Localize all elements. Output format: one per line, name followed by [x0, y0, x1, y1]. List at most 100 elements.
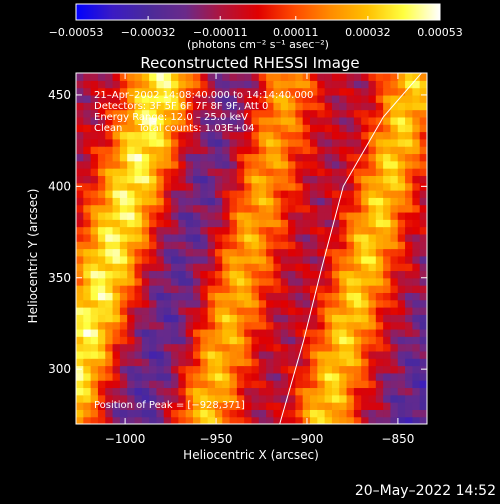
heatmap-cell	[163, 409, 172, 418]
heatmap-cell	[119, 358, 128, 367]
heatmap-cell	[375, 102, 384, 111]
heatmap-cell	[178, 131, 187, 140]
heatmap-cell	[244, 372, 253, 381]
heatmap-cell	[324, 285, 333, 293]
heatmap-cell	[244, 146, 253, 155]
heatmap-cell	[397, 226, 406, 235]
heatmap-cell	[193, 394, 201, 403]
heatmap-cell	[361, 365, 370, 374]
heatmap-cell	[105, 211, 114, 220]
heatmap-cell	[193, 204, 201, 213]
heatmap-cell	[397, 160, 406, 169]
heatmap-cell	[273, 124, 282, 133]
heatmap-cell	[171, 270, 179, 279]
heatmap-cell	[251, 102, 260, 111]
heatmap-cell	[251, 241, 260, 250]
heatmap-cell	[163, 277, 172, 286]
heatmap-cell	[97, 168, 106, 176]
heatmap-cell	[288, 219, 296, 228]
heatmap-cell	[105, 321, 114, 330]
heatmap-cell	[222, 394, 231, 403]
heatmap-cell	[244, 153, 253, 162]
heatmap-cell	[76, 226, 84, 235]
heatmap-cell	[222, 299, 231, 308]
heatmap-cell	[149, 131, 158, 140]
heatmap-cell	[412, 226, 421, 235]
heatmap-cell	[244, 336, 253, 345]
heatmap-cell	[288, 416, 296, 424]
heatmap-cell	[397, 80, 406, 89]
heatmap-cell	[302, 80, 311, 89]
heatmap-cell	[368, 409, 377, 418]
heatmap-cell	[112, 153, 121, 162]
heatmap-cell	[405, 241, 413, 250]
heatmap-cell	[331, 416, 340, 424]
heatmap-cell	[178, 94, 187, 103]
heatmap-cell	[178, 394, 187, 403]
heatmap-cell	[207, 219, 216, 228]
heatmap-cell	[200, 416, 209, 424]
heatmap-cell	[236, 321, 245, 330]
heatmap-cell	[244, 102, 253, 111]
heatmap-cell	[383, 219, 392, 228]
heatmap-cell	[397, 131, 406, 140]
heatmap-cell	[361, 146, 370, 155]
heatmap-cell	[200, 124, 209, 133]
heatmap-cell	[324, 182, 333, 191]
heatmap-cell	[236, 80, 245, 89]
heatmap-cell	[171, 160, 179, 169]
heatmap-cell	[141, 190, 150, 198]
heatmap-cell	[317, 131, 326, 140]
heatmap-cell	[193, 343, 201, 352]
heatmap-cell	[134, 109, 143, 118]
heatmap-cell	[317, 336, 326, 345]
heatmap-cell	[397, 285, 406, 293]
heatmap-cell	[375, 241, 384, 250]
heatmap-cell	[185, 314, 194, 323]
heatmap-cell	[229, 270, 238, 279]
heatmap-cell	[302, 241, 311, 250]
heatmap-cell	[324, 372, 333, 381]
heatmap-cell	[368, 87, 377, 96]
heatmap-cell	[317, 255, 326, 264]
heatmap-cell	[251, 226, 260, 235]
heatmap-cell	[244, 365, 253, 374]
heatmap-cell	[193, 146, 201, 155]
heatmap-cell	[156, 87, 165, 96]
heatmap-cell	[339, 160, 348, 169]
heatmap-cell	[266, 241, 275, 250]
heatmap-cell	[76, 307, 84, 315]
heatmap-cell	[207, 321, 216, 330]
heatmap-cell	[383, 175, 392, 184]
heatmap-cell	[331, 299, 340, 308]
heatmap-cell	[119, 255, 128, 264]
heatmap-cell	[346, 336, 355, 345]
heatmap-cell	[288, 387, 296, 396]
heatmap-cell	[222, 241, 231, 250]
heatmap-cell	[97, 204, 106, 213]
heatmap-cell	[317, 365, 326, 374]
heatmap-cell	[83, 248, 92, 257]
heatmap-cell	[207, 168, 216, 176]
heatmap-cell	[244, 204, 253, 213]
heatmap-cell	[141, 307, 150, 315]
heatmap-cell	[171, 277, 179, 286]
heatmap-cell	[368, 380, 377, 389]
heatmap-cell	[127, 131, 136, 140]
heatmap-cell	[163, 197, 172, 206]
heatmap-cell	[251, 182, 260, 191]
heatmap-cell	[258, 160, 267, 169]
heatmap-cell	[127, 263, 136, 272]
heatmap-cell	[134, 380, 143, 389]
heatmap-cell	[346, 328, 355, 337]
heatmap-cell	[346, 409, 355, 418]
heatmap-cell	[273, 307, 282, 315]
heatmap-cell	[324, 336, 333, 345]
heatmap-cell	[331, 182, 340, 191]
heatmap-cell	[214, 219, 223, 228]
heatmap-cell	[317, 233, 326, 242]
heatmap-cell	[353, 372, 362, 381]
heatmap-cell	[302, 409, 311, 418]
heatmap-cell	[244, 182, 253, 191]
heatmap-cell	[200, 116, 209, 125]
